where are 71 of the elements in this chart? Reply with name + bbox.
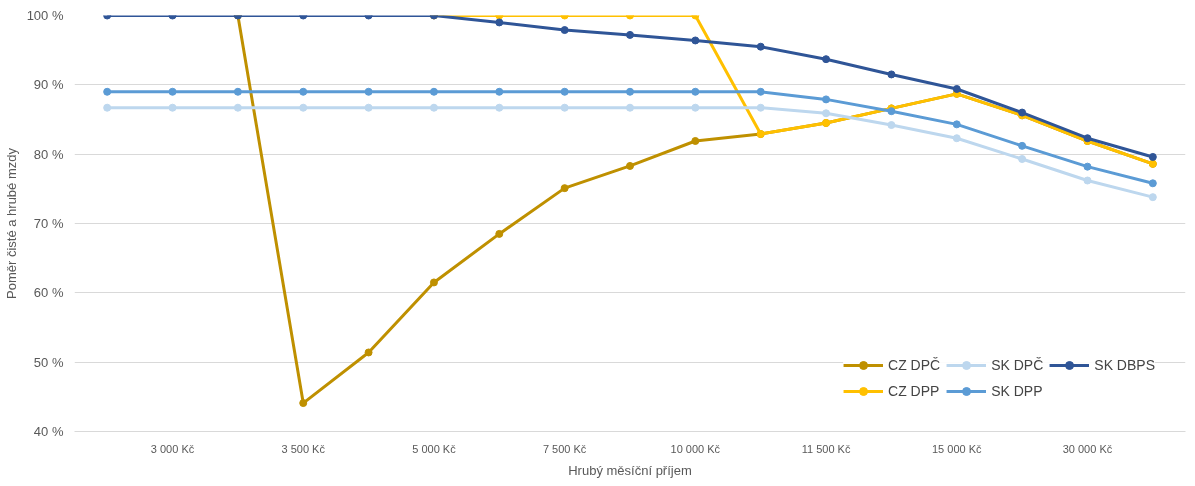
point bbox=[626, 103, 634, 112]
point bbox=[429, 278, 438, 287]
point bbox=[756, 42, 765, 51]
point bbox=[887, 70, 896, 79]
y-tick-label: 100 % bbox=[26, 8, 64, 23]
point bbox=[822, 109, 831, 118]
point bbox=[626, 30, 634, 39]
x-tick-label: 11 500 Kč bbox=[801, 442, 851, 455]
point bbox=[626, 87, 634, 96]
point bbox=[1083, 162, 1092, 171]
point bbox=[691, 103, 700, 112]
point bbox=[560, 184, 569, 193]
point bbox=[299, 399, 308, 408]
point bbox=[429, 103, 438, 112]
point bbox=[1148, 179, 1157, 188]
point bbox=[364, 87, 373, 96]
point bbox=[1148, 152, 1157, 161]
legend-label: CZ DPČ bbox=[888, 357, 941, 373]
point bbox=[364, 103, 373, 112]
y-tick-label: 60 % bbox=[33, 285, 64, 301]
x-tick-label: 30 000 Kč bbox=[1062, 442, 1113, 455]
legend-label: SK DBPS bbox=[1094, 357, 1155, 373]
point bbox=[233, 87, 242, 96]
point bbox=[756, 87, 765, 96]
x-tick-label: 7 500 Kč bbox=[542, 442, 587, 455]
y-tick-label: 90 % bbox=[33, 77, 64, 93]
point bbox=[103, 87, 112, 96]
point bbox=[691, 36, 700, 45]
y-tick-label: 80 % bbox=[33, 146, 64, 162]
y-tick-label: 40 % bbox=[33, 424, 64, 439]
x-tick-label: 15 000 Kč bbox=[932, 442, 983, 455]
legend-label: SK DPP bbox=[991, 383, 1043, 399]
point bbox=[495, 229, 504, 238]
point bbox=[952, 134, 961, 143]
x-tick-label: 10 000 Kč bbox=[670, 442, 721, 455]
x-tick-label: 3 500 Kč bbox=[281, 442, 326, 455]
point bbox=[429, 87, 438, 96]
x-axis-title: Hrubý měsíční příjem bbox=[568, 462, 692, 478]
y-tick-label: 70 % bbox=[33, 216, 64, 231]
point bbox=[364, 348, 373, 357]
point bbox=[822, 55, 831, 64]
point bbox=[168, 103, 177, 112]
point bbox=[495, 18, 504, 27]
point bbox=[691, 137, 700, 145]
x-tick-label: 5 000 Kč bbox=[412, 442, 457, 455]
point bbox=[233, 103, 242, 112]
point bbox=[168, 87, 177, 96]
point bbox=[952, 85, 961, 93]
point bbox=[1018, 141, 1027, 150]
x-tick-label: 3 000 Kč bbox=[150, 442, 195, 455]
y-axis-title: Poměr čisté a hrubé mzdy bbox=[3, 147, 19, 299]
point bbox=[560, 103, 569, 112]
legend-label: SK DPČ bbox=[991, 357, 1044, 373]
point bbox=[495, 103, 504, 112]
point bbox=[691, 87, 700, 96]
point bbox=[887, 121, 896, 130]
point bbox=[103, 103, 112, 112]
point bbox=[299, 87, 308, 96]
point bbox=[299, 103, 308, 112]
point bbox=[822, 95, 831, 104]
point bbox=[495, 87, 504, 96]
point bbox=[1148, 193, 1157, 202]
legend-label: CZ DPP bbox=[888, 383, 940, 399]
point bbox=[626, 161, 634, 170]
point bbox=[1018, 155, 1027, 164]
point bbox=[756, 103, 765, 112]
point bbox=[560, 87, 569, 96]
y-tick-label: 50 % bbox=[33, 354, 64, 370]
point bbox=[1083, 176, 1092, 185]
point bbox=[952, 120, 961, 129]
point bbox=[560, 26, 569, 35]
